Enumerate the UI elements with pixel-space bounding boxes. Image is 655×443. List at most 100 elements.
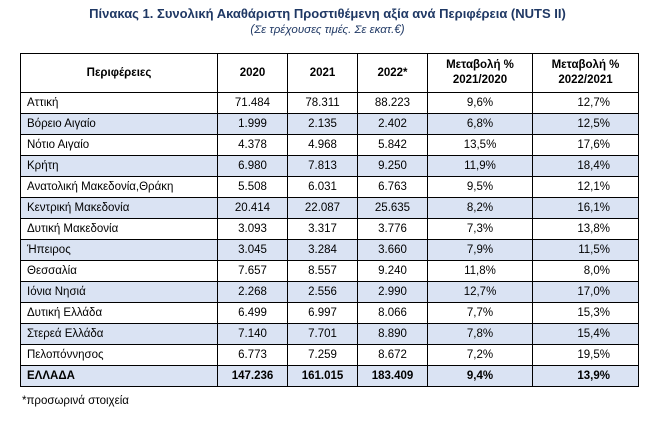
cell-region: Ήπειρος xyxy=(20,239,218,261)
cell-2021: 22.087 xyxy=(287,197,358,219)
header-change-2021-2020: Μεταβολή % 2021/2020 xyxy=(427,53,533,93)
table-row: Βόρειο Αιγαίο 1.999 2.135 2.402 6,8% 12,5% xyxy=(20,113,639,135)
table-title: Πίνακας 1. Συνολική Ακαθάριστη Προστιθέμ… xyxy=(89,6,566,21)
header-2021: 2021 xyxy=(287,53,358,93)
cell-2022: 6.763 xyxy=(357,176,428,198)
table-subtitle: (Σε τρέχουσες τιμές. Σε εκατ.€) xyxy=(250,24,405,36)
cell-2020: 5.508 xyxy=(217,176,288,198)
cell-change-2022-2021: 15,3% xyxy=(532,302,639,324)
total-2022: 183.409 xyxy=(357,365,428,387)
cell-2021: 3.284 xyxy=(287,239,358,261)
cell-change-2021-2020: 9,5% xyxy=(427,176,533,198)
total-change-2021-2020: 9,4% xyxy=(427,365,533,387)
cell-change-2022-2021: 17,6% xyxy=(532,134,639,156)
cell-2021: 8.557 xyxy=(287,260,358,282)
cell-change-2021-2020: 12,7% xyxy=(427,281,533,303)
cell-2020: 7.657 xyxy=(217,260,288,282)
cell-2021: 7.701 xyxy=(287,323,358,345)
cell-region: Κρήτη xyxy=(20,155,218,177)
cell-2020: 6.980 xyxy=(217,155,288,177)
cell-2021: 7.259 xyxy=(287,344,358,366)
cell-2020: 3.093 xyxy=(217,218,288,240)
cell-2020: 6.499 xyxy=(217,302,288,324)
cell-2020: 6.773 xyxy=(217,344,288,366)
gva-table: Περιφέρειες 2020 2021 2022* Μεταβολή % 2… xyxy=(20,53,639,387)
cell-change-2022-2021: 8,0% xyxy=(532,260,639,282)
cell-change-2021-2020: 7,7% xyxy=(427,302,533,324)
cell-region: Πελοπόννησος xyxy=(20,344,218,366)
cell-change-2022-2021: 12,5% xyxy=(532,113,639,135)
cell-change-2021-2020: 11,8% xyxy=(427,260,533,282)
cell-change-2021-2020: 6,8% xyxy=(427,113,533,135)
total-change-2022-2021: 13,9% xyxy=(532,365,639,387)
cell-2022: 2.402 xyxy=(357,113,428,135)
cell-2021: 7.813 xyxy=(287,155,358,177)
table-row: Ανατολική Μακεδονία,Θράκη 5.508 6.031 6.763… xyxy=(20,176,639,198)
header-change-2022-2021: Μεταβολή % 2022/2021 xyxy=(532,53,639,93)
cell-2022: 3.660 xyxy=(357,239,428,261)
cell-region: Νότιο Αιγαίο xyxy=(20,134,218,156)
cell-2021: 6.997 xyxy=(287,302,358,324)
table-row: Κεντρική Μακεδονία 20.414 22.087 25.635 8,2%… xyxy=(20,197,639,219)
cell-change-2022-2021: 15,4% xyxy=(532,323,639,345)
cell-2021: 6.031 xyxy=(287,176,358,198)
cell-region: Ανατολική Μακεδονία,Θράκη xyxy=(20,176,218,198)
header-change2-line2: 2022/2021 xyxy=(558,74,613,86)
cell-region: Θεσσαλία xyxy=(20,260,218,282)
total-region: ΕΛΛΑΔΑ xyxy=(20,365,218,387)
cell-2022: 9.250 xyxy=(357,155,428,177)
cell-change-2022-2021: 17,0% xyxy=(532,281,639,303)
cell-2022: 2.990 xyxy=(357,281,428,303)
cell-2020: 7.140 xyxy=(217,323,288,345)
cell-change-2021-2020: 7,9% xyxy=(427,239,533,261)
table-header-row: Περιφέρειες 2020 2021 2022* Μεταβολή % 2… xyxy=(20,53,639,93)
table-row: Αττική 71.484 78.311 88.223 9,6% 12,7% xyxy=(20,92,639,114)
header-2020: 2020 xyxy=(217,53,288,93)
cell-2020: 20.414 xyxy=(217,197,288,219)
cell-region: Ιόνια Νησιά xyxy=(20,281,218,303)
cell-change-2022-2021: 11,5% xyxy=(532,239,639,261)
cell-2021: 78.311 xyxy=(287,92,358,114)
cell-2021: 4.968 xyxy=(287,134,358,156)
cell-change-2021-2020: 7,3% xyxy=(427,218,533,240)
cell-region: Δυτική Μακεδονία xyxy=(20,218,218,240)
header-change1-line1: Μεταβολή % xyxy=(446,59,514,71)
table-row: Πελοπόννησος 6.773 7.259 8.672 7,2% 19,5% xyxy=(20,344,639,366)
cell-2021: 2.135 xyxy=(287,113,358,135)
cell-region: Δυτική Ελλάδα xyxy=(20,302,218,324)
cell-2021: 3.317 xyxy=(287,218,358,240)
cell-region: Κεντρική Μακεδονία xyxy=(20,197,218,219)
total-2021: 161.015 xyxy=(287,365,358,387)
cell-2020: 2.268 xyxy=(217,281,288,303)
cell-2022: 8.672 xyxy=(357,344,428,366)
cell-2022: 8.890 xyxy=(357,323,428,345)
cell-region: Αττική xyxy=(20,92,218,114)
table-row: Δυτική Ελλάδα 6.499 6.997 8.066 7,7% 15,3% xyxy=(20,302,639,324)
cell-change-2022-2021: 18,4% xyxy=(532,155,639,177)
total-row: ΕΛΛΑΔΑ 147.236 161.015 183.409 9,4% 13,9… xyxy=(20,365,639,387)
header-region: Περιφέρειες xyxy=(20,53,218,93)
cell-change-2021-2020: 7,2% xyxy=(427,344,533,366)
cell-2022: 3.776 xyxy=(357,218,428,240)
footnote: *προσωρινά στοιχεία xyxy=(22,395,129,407)
cell-2022: 5.842 xyxy=(357,134,428,156)
table-row: Νότιο Αιγαίο 4.378 4.968 5.842 13,5% 17,6% xyxy=(20,134,639,156)
cell-2022: 25.635 xyxy=(357,197,428,219)
cell-2020: 4.378 xyxy=(217,134,288,156)
cell-2021: 2.556 xyxy=(287,281,358,303)
cell-change-2021-2020: 11,9% xyxy=(427,155,533,177)
cell-2022: 8.066 xyxy=(357,302,428,324)
cell-2020: 3.045 xyxy=(217,239,288,261)
cell-change-2022-2021: 16,1% xyxy=(532,197,639,219)
header-change2-line1: Μεταβολή % xyxy=(551,59,620,71)
table-row: Δυτική Μακεδονία 3.093 3.317 3.776 7,3% 13,8% xyxy=(20,218,639,240)
cell-region: Βόρειο Αιγαίο xyxy=(20,113,218,135)
cell-change-2022-2021: 13,8% xyxy=(532,218,639,240)
cell-2020: 1.999 xyxy=(217,113,288,135)
cell-change-2021-2020: 9,6% xyxy=(427,92,533,114)
table-row: Στερεά Ελλάδα 7.140 7.701 8.890 7,8% 15,4% xyxy=(20,323,639,345)
table-row: Κρήτη 6.980 7.813 9.250 11,9% 18,4% xyxy=(20,155,639,177)
table-row: Θεσσαλία 7.657 8.557 9.240 11,8% 8,0% xyxy=(20,260,639,282)
cell-change-2022-2021: 12,1% xyxy=(532,176,639,198)
cell-2022: 88.223 xyxy=(357,92,428,114)
